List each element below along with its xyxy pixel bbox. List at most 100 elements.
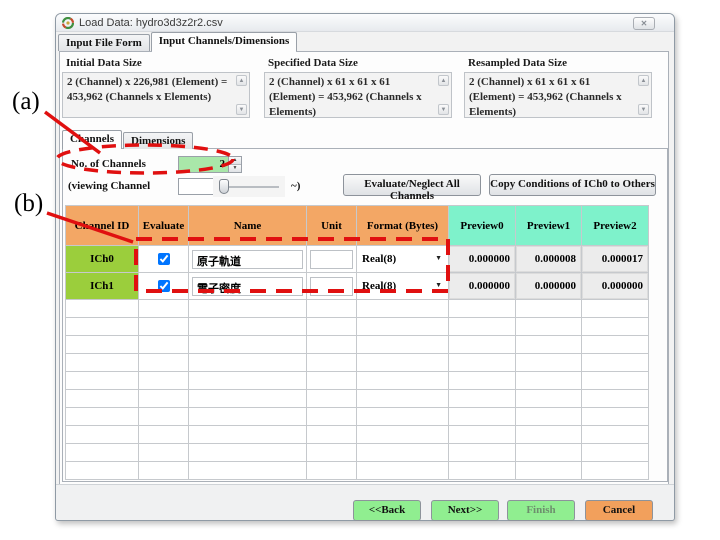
empty-cell [188,317,307,336]
tilde-label: ~) [291,180,301,192]
empty-cell [188,461,307,480]
unit-cell [306,272,357,300]
scroll-down-icon[interactable]: ▼ [638,104,649,115]
initial-data-size-label: Initial Data Size [66,57,142,69]
load-data-dialog: Load Data: hydro3d3z2r2.csv ✕ Input File… [55,13,675,521]
close-button[interactable]: ✕ [633,17,655,30]
name-input[interactable]: 原子軌道 [192,249,303,269]
format-cell[interactable]: Real(8) ▼ [356,272,449,300]
empty-cell [581,425,649,444]
evaluate-checkbox[interactable] [157,253,170,266]
slider-track [227,186,279,188]
app-icon [62,16,74,29]
empty-cell [356,299,449,318]
empty-cell [188,371,307,390]
empty-cell [306,443,357,462]
initial-data-size-box[interactable]: 2 (Channel) x 226,981 (Element) = 453,96… [62,72,250,118]
empty-cell [188,407,307,426]
scroll-up-icon[interactable]: ▲ [236,75,247,86]
spinner-buttons[interactable]: ▲ ▼ [228,157,241,172]
scroll-up-icon[interactable]: ▲ [438,75,449,86]
channels-table-body: ICh0 原子軌道 Real(8) ▼ 0.000000 0.000008 0.… [65,245,649,480]
specified-data-size-text: 2 (Channel) x 61 x 61 x 61 (Element) = 4… [269,76,422,118]
empty-cell [515,389,582,408]
empty-cell [306,407,357,426]
next-button[interactable]: Next>> [431,500,499,521]
unit-input[interactable] [310,276,353,296]
empty-cell [138,299,189,318]
name-input[interactable]: 電子密度 [192,276,303,296]
empty-cell [306,371,357,390]
empty-cell [188,335,307,354]
preview2-cell: 0.000017 [581,245,649,273]
spinner-down-icon[interactable]: ▼ [229,165,241,172]
scroll-down-icon[interactable]: ▼ [236,104,247,115]
empty-cell [448,317,516,336]
evaluate-cell [138,272,189,300]
specified-data-size-label: Specified Data Size [268,57,358,69]
empty-cell [515,407,582,426]
unit-input[interactable] [310,249,353,269]
empty-cell [581,317,649,336]
empty-table-row [65,443,649,462]
col-header-format: Format (Bytes) [356,205,449,246]
empty-cell [356,353,449,372]
evaluate-neglect-all-button[interactable]: Evaluate/Neglect All Channels [343,174,481,202]
empty-cell [448,443,516,462]
empty-cell [65,425,139,444]
empty-cell [188,443,307,462]
viewing-channel-slider[interactable] [213,176,285,197]
empty-cell [65,335,139,354]
empty-cell [515,425,582,444]
empty-cell [515,461,582,480]
empty-cell [581,371,649,390]
dropdown-arrow-icon[interactable]: ▼ [435,281,442,289]
col-header-evaluate: Evaluate [138,205,189,246]
table-row: ICh1 電子密度 Real(8) ▼ 0.000000 0.000000 0.… [65,272,649,300]
close-icon: ✕ [640,19,648,28]
title-bar[interactable]: Load Data: hydro3d3z2r2.csv ✕ [56,14,674,32]
empty-cell [138,443,189,462]
empty-cell [306,353,357,372]
dropdown-arrow-icon[interactable]: ▼ [435,254,442,262]
col-header-unit: Unit [306,205,357,246]
scroll-down-icon[interactable]: ▼ [438,104,449,115]
evaluate-checkbox[interactable] [157,280,170,293]
scroll-up-icon[interactable]: ▲ [638,75,649,86]
empty-cell [306,299,357,318]
spinner-up-icon[interactable]: ▲ [229,157,241,165]
tab-input-file-form[interactable]: Input File Form [58,34,150,51]
name-cell: 電子密度 [188,272,307,300]
empty-cell [581,443,649,462]
no-of-channels-spinner[interactable]: 2 ▲ ▼ [178,156,242,173]
empty-cell [65,407,139,426]
preview0-cell: 0.000000 [448,245,516,273]
empty-cell [581,461,649,480]
empty-table-row [65,299,649,318]
resampled-data-size-box[interactable]: 2 (Channel) x 61 x 61 x 61 (Element) = 4… [464,72,652,118]
empty-table-row [65,371,649,390]
specified-data-size-box[interactable]: 2 (Channel) x 61 x 61 x 61 (Element) = 4… [264,72,452,118]
empty-cell [448,389,516,408]
empty-cell [138,407,189,426]
empty-cell [356,371,449,390]
format-cell[interactable]: Real(8) ▼ [356,245,449,273]
copy-conditions-button[interactable]: Copy Conditions of ICh0 to Others [489,174,656,196]
empty-cell [515,317,582,336]
empty-cell [581,389,649,408]
empty-cell [581,407,649,426]
empty-cell [356,425,449,444]
tab-channels[interactable]: Channels [62,130,123,150]
empty-cell [581,353,649,372]
finish-button[interactable]: Finish [507,500,575,521]
tab-input-channels-dimensions[interactable]: Input Channels/Dimensions [150,32,298,52]
empty-cell [306,317,357,336]
tab-dimensions[interactable]: Dimensions [123,132,194,149]
empty-cell [356,443,449,462]
preview1-cell: 0.000008 [515,245,582,273]
back-button[interactable]: <<Back [353,500,421,521]
cancel-button[interactable]: Cancel [585,500,653,521]
slider-thumb[interactable] [219,179,229,194]
table-header-row: Channel ID Evaluate Name Unit Format (By… [65,205,649,246]
empty-cell [138,317,189,336]
